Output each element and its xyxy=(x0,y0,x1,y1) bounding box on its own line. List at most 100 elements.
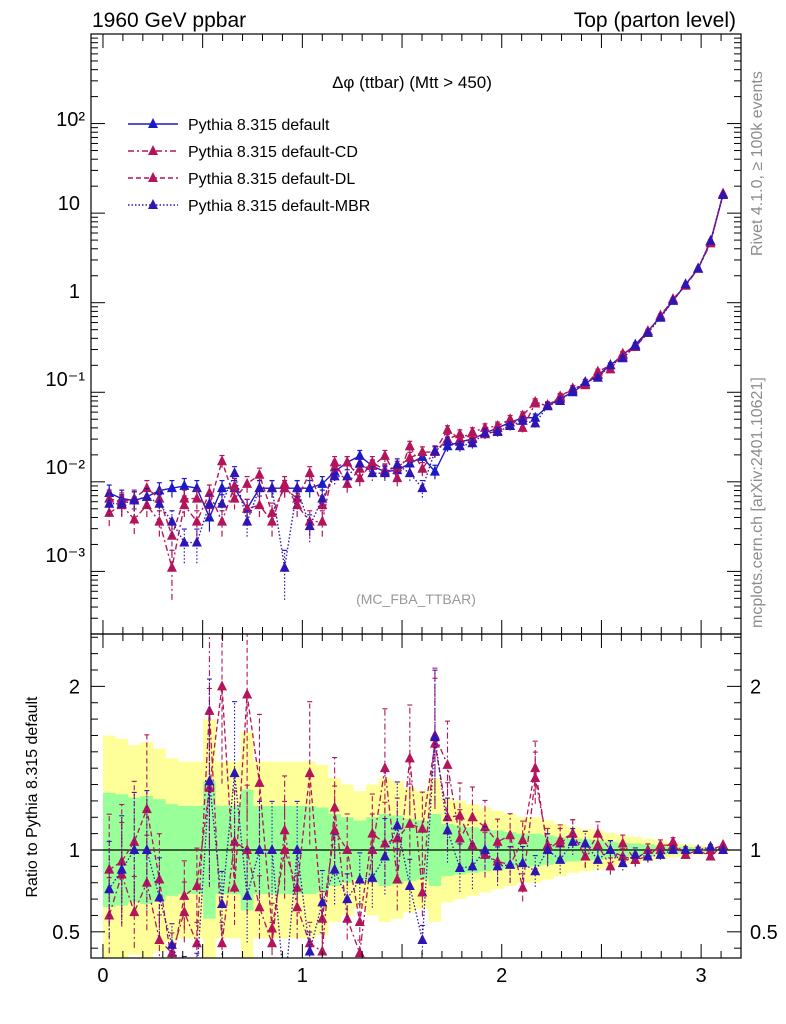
ratio-point xyxy=(592,853,603,864)
data-point xyxy=(392,472,403,483)
ratio-point xyxy=(517,857,528,868)
ratio-point xyxy=(329,824,340,835)
data-point xyxy=(505,413,516,424)
ratio-point xyxy=(292,844,303,854)
ratio-ylabel: Ratio to Pythia 8.315 default xyxy=(24,696,41,898)
y-tick-label-10: 10 xyxy=(58,193,80,215)
ratio-point xyxy=(154,891,165,902)
ratio-axes: 0.5 0.5 1 1 2 2 0 1 2 3 xyxy=(52,634,778,987)
y-tick-label-1e-3: 10⁻³ xyxy=(46,545,86,567)
data-point xyxy=(304,520,315,531)
ratio-point xyxy=(166,938,177,949)
data-point xyxy=(166,561,177,572)
ratio-point xyxy=(191,937,202,948)
ratio-point xyxy=(329,863,340,874)
ratio-point xyxy=(379,762,390,773)
data-point xyxy=(693,262,704,273)
ratio-point xyxy=(267,844,278,854)
ratio-point xyxy=(192,967,202,977)
ratio-point xyxy=(367,827,378,838)
ratio-point xyxy=(254,901,265,912)
data-point xyxy=(204,497,215,508)
main-plot-area xyxy=(104,187,729,600)
data-point xyxy=(379,467,390,478)
ratio-y-tick-label-right: 2 xyxy=(750,676,761,698)
main-title: Δφ (ttbar) (Mtt > 450) xyxy=(332,73,492,92)
data-point xyxy=(354,462,365,473)
x-tick-label: 2 xyxy=(496,965,507,987)
data-point xyxy=(129,513,140,524)
ratio-frame xyxy=(90,633,742,959)
data-point xyxy=(179,536,190,547)
data-point xyxy=(655,311,666,322)
data-point xyxy=(517,421,528,432)
data-point xyxy=(642,326,653,337)
data-point xyxy=(292,482,303,493)
ratio-point xyxy=(304,767,315,778)
ratio-point xyxy=(229,881,240,892)
ratio-point xyxy=(492,860,503,871)
ratio-point xyxy=(141,803,152,814)
data-point xyxy=(304,482,315,493)
ratio-point xyxy=(454,809,465,820)
data-point xyxy=(141,482,152,493)
header-right: Top (parton level) xyxy=(574,9,736,32)
ratio-point xyxy=(317,896,328,907)
data-point xyxy=(342,470,353,481)
ratio-point xyxy=(216,680,227,691)
ratio-point xyxy=(555,834,566,845)
data-point xyxy=(116,497,127,508)
ratio-point xyxy=(617,857,628,868)
ratio-point xyxy=(167,959,177,969)
ratio-point xyxy=(505,858,516,869)
legend-label: Pythia 8.315 default-DL xyxy=(188,171,355,188)
legend: Pythia 8.315 default Pythia 8.315 default… xyxy=(128,117,370,215)
data-point xyxy=(191,492,202,503)
data-point xyxy=(530,417,541,428)
ratio-point xyxy=(567,835,578,846)
ratio-point xyxy=(530,865,541,876)
legend-marker xyxy=(148,145,158,155)
ratio-point xyxy=(379,850,390,861)
data-point xyxy=(254,499,265,510)
ratio-point xyxy=(392,832,403,843)
ratio-point xyxy=(279,824,290,835)
ratio-point xyxy=(693,844,704,854)
data-point xyxy=(292,492,303,503)
data-point xyxy=(668,294,679,305)
data-point xyxy=(317,515,328,526)
data-point xyxy=(267,482,278,493)
y-tick-label-100: 10² xyxy=(56,109,85,131)
ratio-point xyxy=(179,889,190,900)
data-point xyxy=(505,420,516,431)
ratio-series-2 xyxy=(104,669,729,977)
data-point xyxy=(229,479,240,490)
ratio-point xyxy=(204,775,215,786)
data-point xyxy=(417,462,428,473)
data-point xyxy=(304,467,315,478)
data-point xyxy=(342,456,353,467)
series-2 xyxy=(104,187,729,555)
ratio-point xyxy=(668,835,679,846)
ratio-point xyxy=(141,844,152,854)
data-point xyxy=(530,395,541,406)
data-point xyxy=(166,515,177,526)
ratio-y-tick-label-right: 1 xyxy=(750,840,761,862)
ratio-point xyxy=(317,945,328,956)
ratio-point xyxy=(304,945,315,956)
data-point xyxy=(354,457,365,468)
y-tick-label-1: 1 xyxy=(69,281,80,303)
data-point xyxy=(104,506,115,517)
ratio-point xyxy=(442,824,453,835)
ratio-bands xyxy=(91,719,741,958)
ratio-point xyxy=(204,781,215,792)
data-point xyxy=(492,426,503,437)
ratio-point xyxy=(242,889,253,900)
legend-marker xyxy=(148,172,158,182)
data-point xyxy=(154,484,165,495)
data-point xyxy=(242,515,253,526)
ratio-point xyxy=(216,937,227,948)
data-point xyxy=(592,371,603,382)
data-point xyxy=(592,365,603,376)
series-line xyxy=(108,193,724,568)
